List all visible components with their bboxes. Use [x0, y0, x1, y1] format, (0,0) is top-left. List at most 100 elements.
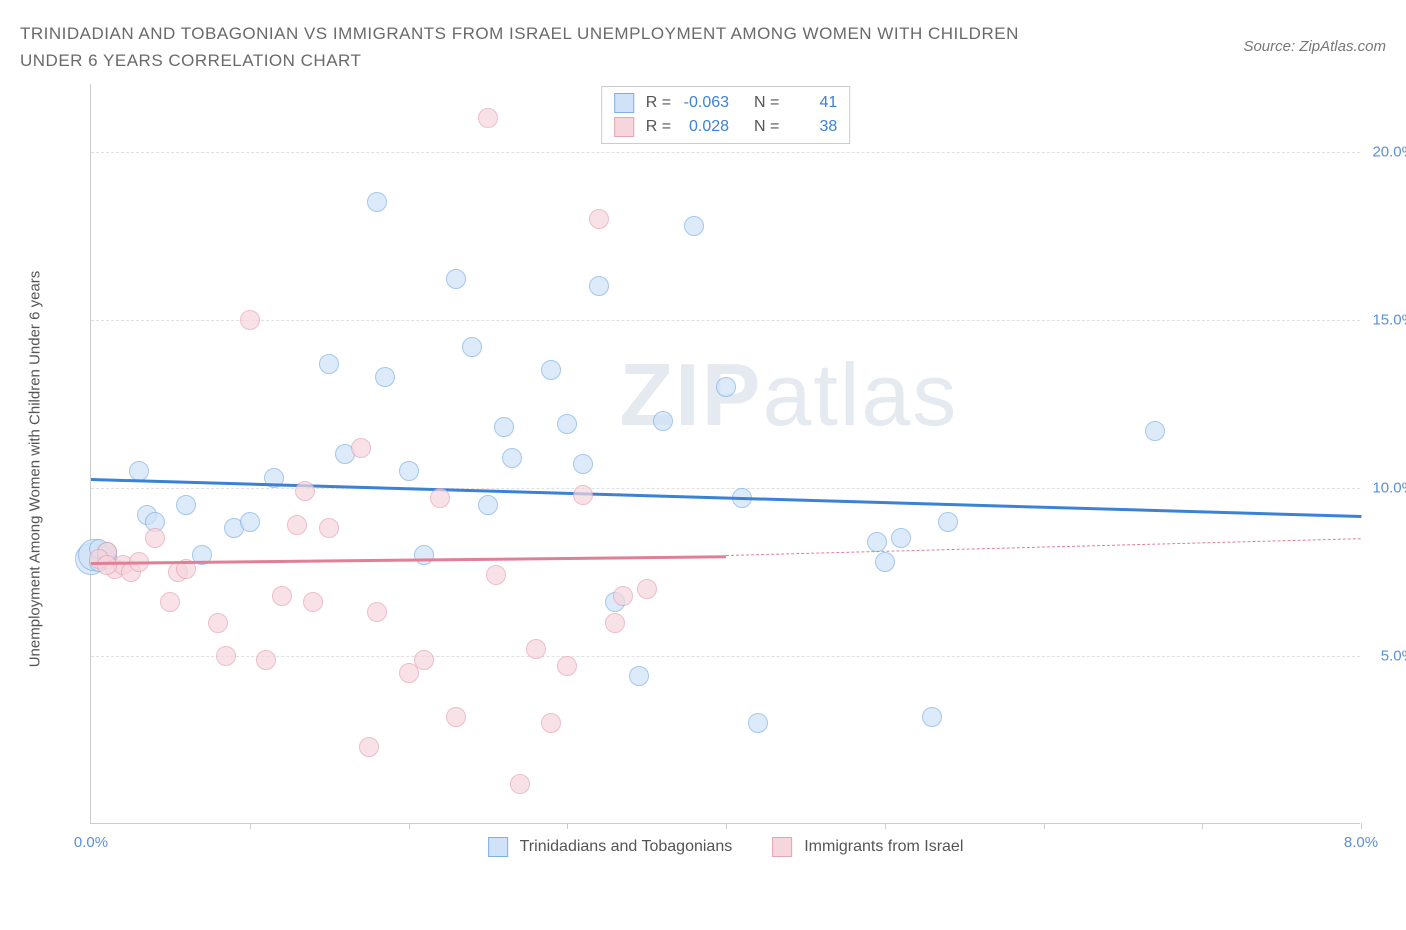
- scatter-point: [287, 515, 307, 535]
- plot-wrapper: Unemployment Among Women with Children U…: [70, 84, 1370, 854]
- scatter-point: [605, 613, 625, 633]
- scatter-point: [589, 276, 609, 296]
- n-label: N =: [754, 91, 779, 115]
- chart-container: TRINIDADIAN AND TOBAGONIAN VS IMMIGRANTS…: [20, 20, 1386, 910]
- scatter-point: [208, 613, 228, 633]
- r-label: R =: [646, 115, 671, 139]
- scatter-point: [240, 512, 260, 532]
- scatter-point: [430, 488, 450, 508]
- scatter-point: [1145, 421, 1165, 441]
- scatter-point: [637, 579, 657, 599]
- x-tick-label: 0.0%: [74, 834, 108, 851]
- scatter-point: [351, 438, 371, 458]
- scatter-point: [867, 532, 887, 552]
- scatter-point: [875, 552, 895, 572]
- legend-swatch-series1: [488, 837, 508, 857]
- scatter-point: [891, 528, 911, 548]
- scatter-point: [541, 713, 561, 733]
- scatter-point: [922, 707, 942, 727]
- y-tick-label: 15.0%: [1372, 311, 1406, 328]
- legend-swatch-series2: [772, 837, 792, 857]
- n-label: N =: [754, 115, 779, 139]
- legend-swatch-series2: [614, 117, 634, 137]
- watermark: ZIPatlas: [620, 344, 959, 446]
- scatter-point: [414, 545, 434, 565]
- gridline: [91, 488, 1360, 489]
- r-value-series1: -0.063: [679, 91, 729, 115]
- scatter-point: [526, 639, 546, 659]
- gridline: [91, 152, 1360, 153]
- scatter-point: [938, 512, 958, 532]
- scatter-point: [502, 448, 522, 468]
- x-tick: [726, 823, 727, 829]
- x-tick: [1361, 823, 1362, 829]
- scatter-point: [557, 656, 577, 676]
- scatter-point: [573, 454, 593, 474]
- legend-swatch-series1: [614, 93, 634, 113]
- trend-line-dashed: [726, 538, 1361, 556]
- scatter-point: [684, 216, 704, 236]
- scatter-point: [716, 377, 736, 397]
- scatter-point: [319, 354, 339, 374]
- gridline: [91, 656, 1360, 657]
- y-tick-label: 20.0%: [1372, 143, 1406, 160]
- trend-line: [91, 478, 1361, 517]
- scatter-point: [240, 310, 260, 330]
- scatter-point: [613, 586, 633, 606]
- x-tick: [1044, 823, 1045, 829]
- scatter-point: [303, 592, 323, 612]
- scatter-point: [510, 774, 530, 794]
- scatter-point: [375, 367, 395, 387]
- y-axis-label: Unemployment Among Women with Children U…: [27, 271, 44, 668]
- legend-label-series1: Trinidadians and Tobagonians: [520, 838, 733, 856]
- y-tick-label: 5.0%: [1381, 648, 1406, 665]
- scatter-point: [478, 495, 498, 515]
- watermark-bold: ZIP: [620, 345, 763, 444]
- legend-item-series2: Immigrants from Israel: [772, 837, 963, 857]
- scatter-point: [216, 646, 236, 666]
- scatter-point: [494, 417, 514, 437]
- r-value-series2: 0.028: [679, 115, 729, 139]
- chart-title: TRINIDADIAN AND TOBAGONIAN VS IMMIGRANTS…: [20, 20, 1070, 74]
- r-label: R =: [646, 91, 671, 115]
- scatter-point: [97, 555, 117, 575]
- scatter-point: [160, 592, 180, 612]
- series-legend: Trinidadians and Tobagonians Immigrants …: [488, 837, 964, 857]
- scatter-point: [367, 192, 387, 212]
- stats-row-series2: R = 0.028 N = 38: [614, 115, 838, 139]
- stats-row-series1: R = -0.063 N = 41: [614, 91, 838, 115]
- watermark-thin: atlas: [762, 345, 958, 444]
- scatter-point: [748, 713, 768, 733]
- scatter-point: [653, 411, 673, 431]
- scatter-point: [399, 461, 419, 481]
- scatter-point: [176, 495, 196, 515]
- scatter-point: [272, 586, 292, 606]
- scatter-point: [295, 481, 315, 501]
- x-tick-label: 8.0%: [1344, 834, 1378, 851]
- n-value-series1: 41: [787, 91, 837, 115]
- scatter-point: [367, 602, 387, 622]
- scatter-point: [589, 209, 609, 229]
- scatter-point: [629, 666, 649, 686]
- scatter-point: [319, 518, 339, 538]
- scatter-point: [486, 565, 506, 585]
- scatter-point: [462, 337, 482, 357]
- x-tick: [250, 823, 251, 829]
- x-tick: [409, 823, 410, 829]
- scatter-point: [446, 707, 466, 727]
- scatter-point: [414, 650, 434, 670]
- n-value-series2: 38: [787, 115, 837, 139]
- scatter-point: [541, 360, 561, 380]
- x-tick: [885, 823, 886, 829]
- scatter-point: [478, 108, 498, 128]
- scatter-point: [359, 737, 379, 757]
- x-tick: [567, 823, 568, 829]
- scatter-point: [145, 528, 165, 548]
- title-row: TRINIDADIAN AND TOBAGONIAN VS IMMIGRANTS…: [20, 20, 1386, 74]
- legend-label-series2: Immigrants from Israel: [804, 838, 963, 856]
- scatter-point: [399, 663, 419, 683]
- scatter-point: [557, 414, 577, 434]
- stats-legend: R = -0.063 N = 41 R = 0.028 N = 38: [601, 86, 851, 144]
- scatter-point: [446, 269, 466, 289]
- source-attribution: Source: ZipAtlas.com: [1243, 38, 1386, 55]
